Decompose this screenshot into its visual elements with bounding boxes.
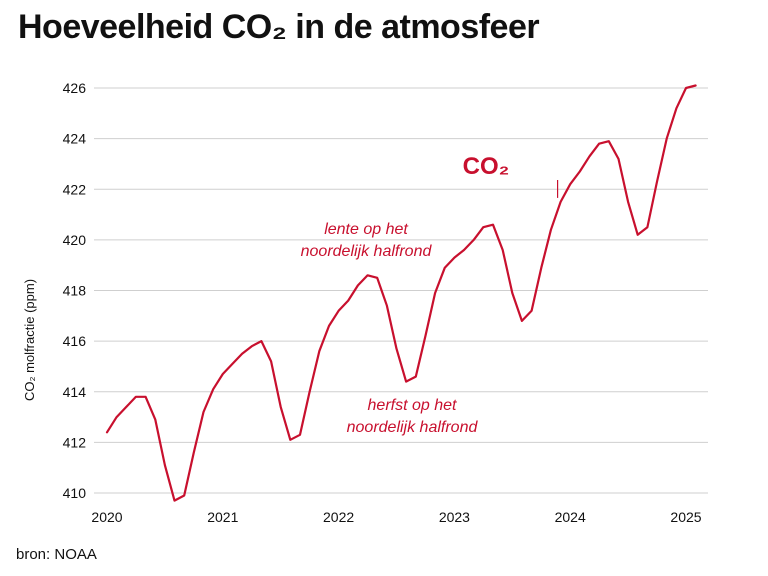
y-tick-label: 426 [63, 80, 87, 96]
y-tick-label: 416 [63, 333, 87, 349]
page-title: Hoeveelheid CO₂ in de atmosfeer [18, 8, 540, 46]
source-note: bron: NOAA [16, 546, 97, 563]
x-tick-label: 2023 [439, 509, 470, 525]
y-axis-label: CO₂ molfractie (ppm) [22, 279, 37, 401]
y-tick-label: 412 [63, 434, 87, 450]
x-tick-label: 2021 [207, 509, 238, 525]
y-tick-label: 424 [63, 131, 87, 147]
co2-series-line [105, 84, 697, 502]
annotation-spring-line1: lente op het [324, 221, 408, 238]
x-tick-label: 2025 [670, 509, 701, 525]
annotation-autumn-line1: herfst op het [368, 397, 458, 414]
x-tick-label: 2020 [91, 509, 122, 525]
x-tick-label: 2022 [323, 509, 354, 525]
series-label: CO₂ [463, 153, 510, 180]
grid-lines [94, 87, 708, 494]
x-tick-label: 2024 [555, 509, 586, 525]
x-tick-labels: 2020 2021 2022 2023 2024 2025 [91, 509, 701, 525]
y-tick-label: 418 [63, 283, 87, 299]
annotation-spring-line2: noordelijk halfrond [301, 243, 433, 260]
annotation-autumn-line2: noordelijk halfrond [347, 419, 479, 436]
y-tick-label: 420 [63, 232, 87, 248]
y-tick-label: 410 [63, 485, 87, 501]
y-tick-labels: 410 412 414 416 418 420 422 424 426 [63, 80, 87, 501]
y-tick-label: 414 [63, 384, 87, 400]
y-tick-label: 422 [63, 181, 87, 197]
